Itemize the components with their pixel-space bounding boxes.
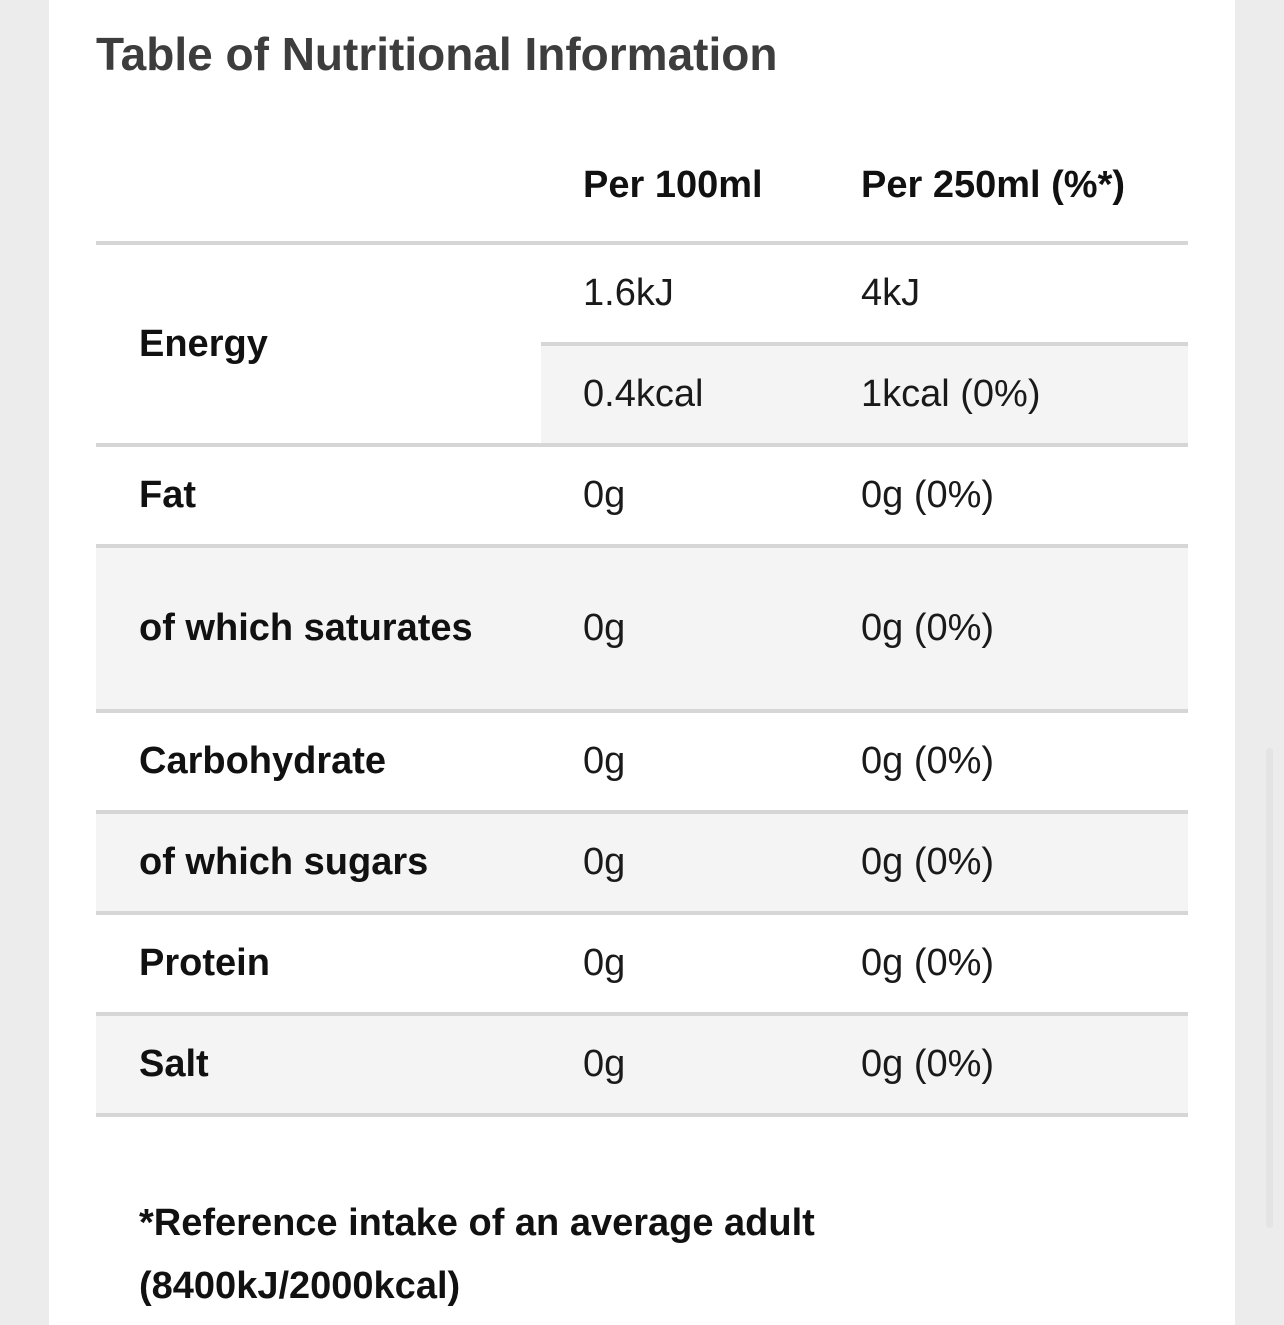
table-row-saturates: of which saturates 0g 0g (0%): [96, 546, 1188, 713]
cell-per-250ml: 0g (0%): [819, 913, 1188, 1016]
cell-energy-kcal-per-100ml: 0.4kcal: [541, 344, 819, 447]
cell-per-250ml: 0g (0%): [819, 445, 1188, 548]
cell-per-250ml: 0g (0%): [819, 812, 1188, 915]
table-row-protein: Protein 0g 0g (0%): [96, 913, 1188, 1016]
reference-intake-footnote: *Reference intake of an average adult (8…: [139, 1202, 815, 1307]
cell-energy-kj-per-100ml: 1.6kJ: [541, 243, 819, 346]
row-label: Carbohydrate: [96, 711, 541, 814]
table-row-carbohydrate: Carbohydrate 0g 0g (0%): [96, 711, 1188, 814]
row-label: Fat: [96, 445, 541, 548]
cell-energy-kj-per-250ml: 4kJ: [819, 243, 1188, 346]
row-label: of which sugars: [96, 812, 541, 915]
row-label: Protein: [96, 913, 541, 1016]
cell-per-100ml: 0g: [541, 711, 819, 814]
cell-per-100ml: 0g: [541, 445, 819, 548]
table-row-energy-kcal: 0.4kcal 1kcal (0%): [96, 344, 1188, 447]
cell-per-100ml: 0g: [541, 913, 819, 1016]
nutrition-table: Per 100ml Per 250ml (%*) Energy 1.6kJ 4k…: [96, 140, 1188, 1117]
table-header-row: Per 100ml Per 250ml (%*): [96, 140, 1188, 245]
table-row-salt: Salt 0g 0g (0%): [96, 1014, 1188, 1117]
scrollbar-thumb[interactable]: [1266, 748, 1273, 1228]
column-header-nutrient: [96, 140, 541, 245]
column-header-per-250ml: Per 250ml (%*): [819, 140, 1188, 245]
row-label-energy: Energy: [96, 243, 541, 447]
cell-per-100ml: 0g: [541, 546, 819, 713]
cell-per-250ml: 0g (0%): [819, 1014, 1188, 1117]
row-label: of which saturates: [96, 546, 541, 713]
cell-per-100ml: 0g: [541, 1014, 819, 1117]
cell-per-250ml: 0g (0%): [819, 546, 1188, 713]
row-label: Salt: [96, 1014, 541, 1117]
cell-per-100ml: 0g: [541, 812, 819, 915]
page-title: Table of Nutritional Information: [96, 28, 778, 80]
column-header-per-100ml: Per 100ml: [541, 140, 819, 245]
cell-energy-kcal-per-250ml: 1kcal (0%): [819, 344, 1188, 447]
table-row-energy-kj: Energy 1.6kJ 4kJ: [96, 243, 1188, 447]
cell-per-250ml: 0g (0%): [819, 711, 1188, 814]
table-row-fat: Fat 0g 0g (0%): [96, 445, 1188, 548]
table-row-sugars: of which sugars 0g 0g (0%): [96, 812, 1188, 915]
